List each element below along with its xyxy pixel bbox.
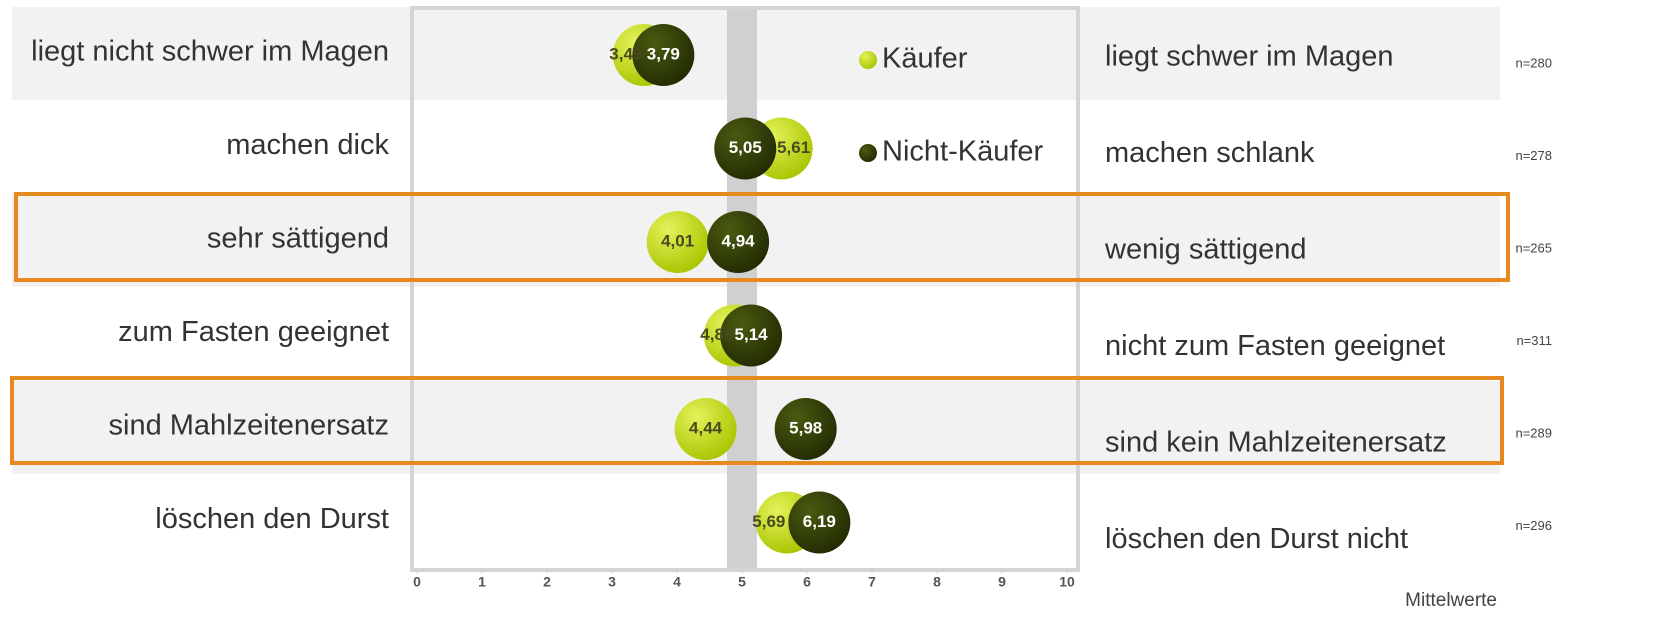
value-label: 4,89: [700, 325, 733, 344]
sample-size: n=289: [1515, 425, 1552, 440]
x-tick-label: 7: [868, 574, 876, 590]
dot: [674, 398, 737, 460]
value-label: 5,61: [777, 138, 810, 157]
right-label: sind kein Mahlzeitenersatz: [1105, 427, 1447, 459]
value-label: 4,01: [661, 231, 694, 250]
left-label: löschen den Durst: [155, 503, 389, 535]
legend-label: Nicht-Käufer: [882, 136, 1044, 168]
right-label: liegt schwer im Magen: [1105, 41, 1394, 73]
x-tick-label: 3: [608, 574, 616, 590]
left-label: zum Fasten geeignet: [118, 316, 389, 348]
x-tick-label: 8: [933, 574, 941, 590]
left-label: sind Mahlzeitenersatz: [109, 410, 389, 442]
right-label: wenig sättigend: [1104, 234, 1307, 266]
left-label: liegt nicht schwer im Magen: [31, 36, 389, 68]
highlight-box: [14, 192, 1510, 282]
sample-size: n=296: [1515, 518, 1552, 533]
value-label: 5,14: [735, 325, 769, 344]
right-label: nicht zum Fasten geeignet: [1105, 330, 1445, 362]
dot: [774, 398, 837, 460]
legend-marker: [859, 144, 877, 162]
right-label: machen schlank: [1105, 137, 1315, 169]
sample-size: n=280: [1515, 55, 1552, 70]
footnote: Mittelwerte: [1405, 590, 1497, 611]
dot: [788, 491, 851, 554]
dot: [646, 211, 709, 273]
value-label: 4,94: [722, 231, 756, 250]
value-label: 6,19: [803, 512, 836, 531]
right-label: löschen den Durst nicht: [1105, 523, 1408, 555]
sample-size: n=311: [1516, 333, 1552, 348]
dot: [720, 304, 783, 367]
legend-marker: [859, 51, 877, 69]
value-label: 5,69: [752, 512, 785, 531]
dot: [707, 211, 770, 273]
value-label: 5,98: [789, 418, 822, 437]
x-tick-label: 4: [673, 574, 681, 590]
x-tick-label: 10: [1059, 574, 1075, 590]
left-label: sehr sättigend: [207, 223, 389, 255]
x-tick-label: 1: [478, 574, 486, 590]
sample-size: n=278: [1515, 148, 1552, 163]
highlight-box: [10, 376, 1504, 465]
value-label: 3,79: [647, 44, 680, 63]
x-tick-label: 0: [413, 574, 421, 590]
value-label: 4,44: [689, 418, 723, 437]
plot-frame: [410, 6, 1080, 572]
value-label: 3,49: [609, 44, 642, 63]
x-tick-label: 2: [543, 574, 551, 590]
dot: [632, 24, 695, 86]
x-tick-label: 5: [738, 574, 746, 590]
midpoint-band: [727, 8, 757, 570]
dot: [714, 117, 777, 180]
x-tick-label: 6: [803, 574, 811, 590]
legend-label: Käufer: [882, 43, 968, 75]
x-tick-label: 9: [998, 574, 1006, 590]
sample-size: n=265: [1515, 240, 1552, 255]
left-label: machen dick: [226, 129, 389, 161]
value-label: 5,05: [729, 138, 762, 157]
